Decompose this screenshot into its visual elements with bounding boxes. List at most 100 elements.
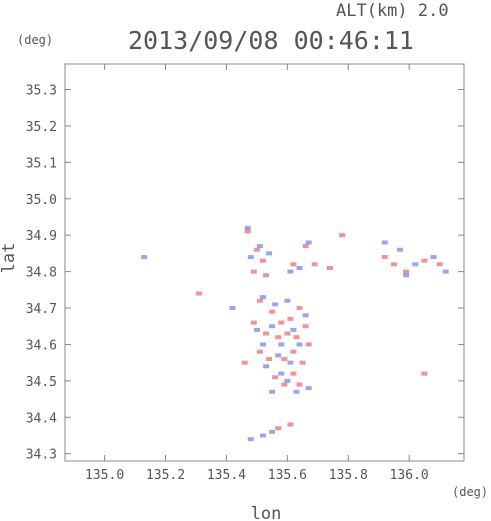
echo-point — [293, 389, 300, 394]
x-tick-label: 135.8 — [329, 468, 368, 483]
echo-point — [278, 342, 285, 347]
chart-title: 2013/09/08 00:46:11 — [128, 26, 414, 55]
echo-point — [259, 342, 266, 347]
echo-point — [442, 269, 449, 274]
x-tick-label: 136.0 — [390, 468, 429, 483]
y-axis: 34.3 34.4 34.5 34.6 34.7 34.8 34.9 35.0 35.1 35.2… — [26, 83, 464, 463]
echo-point — [305, 240, 312, 245]
echo-point — [287, 422, 294, 427]
echo-point — [263, 273, 270, 278]
echo-point — [278, 371, 285, 376]
y-tick-label: 34.5 — [26, 375, 57, 390]
echo-point — [305, 386, 312, 391]
x-tick-label: 135.4 — [207, 468, 246, 483]
echo-point — [259, 433, 266, 438]
echo-point — [275, 353, 282, 358]
echo-point — [281, 357, 288, 362]
echo-point — [412, 262, 419, 267]
echo-point — [269, 389, 276, 394]
echo-point — [302, 244, 309, 249]
echo-point — [397, 247, 404, 252]
echo-point — [275, 335, 282, 340]
y-unit-label: (deg) — [17, 33, 53, 47]
echo-point — [381, 240, 388, 245]
echo-point — [302, 313, 309, 318]
y-tick-label: 34.4 — [26, 411, 57, 426]
echo-point — [250, 269, 257, 274]
echo-point — [293, 335, 300, 340]
echo-point — [284, 331, 291, 336]
echo-point — [430, 255, 437, 260]
echo-point — [299, 360, 306, 365]
altitude-label: ALT(km) 2.0 — [336, 1, 449, 21]
y-tick-label: 35.1 — [26, 156, 57, 171]
echo-point — [272, 302, 279, 307]
echo-point — [272, 375, 279, 380]
echo-point — [244, 229, 251, 234]
echo-point — [256, 298, 263, 303]
x-tick-label: 135.0 — [85, 468, 124, 483]
echo-point — [241, 360, 248, 365]
echo-point — [290, 262, 297, 267]
echo-point — [247, 255, 254, 260]
x-axis-label: lon — [251, 504, 282, 521]
echo-point — [296, 342, 303, 347]
echo-point — [296, 382, 303, 387]
x-axis: 135.0 135.2 135.4 135.6 135.8 136.0 — [85, 64, 429, 483]
echo-point — [244, 225, 251, 230]
echo-point — [290, 327, 297, 332]
echo-point — [284, 378, 291, 383]
echo-point — [326, 265, 333, 270]
echo-point — [284, 298, 291, 303]
echo-point — [263, 364, 270, 369]
y-axis-label: lat — [0, 243, 19, 274]
echo-point — [141, 255, 148, 260]
echo-point — [269, 309, 276, 314]
data-marks — [141, 225, 449, 442]
echo-point — [253, 247, 260, 252]
echo-point — [290, 349, 297, 354]
echo-point — [290, 371, 297, 376]
echo-point — [403, 273, 410, 278]
echo-point — [229, 306, 236, 311]
x-tick-label: 135.6 — [268, 468, 307, 483]
y-tick-label: 34.3 — [26, 448, 57, 463]
x-unit-label: (deg) — [452, 485, 488, 499]
echo-point — [302, 324, 309, 329]
echo-point — [287, 360, 294, 365]
y-tick-label: 34.8 — [26, 266, 57, 281]
echo-point — [266, 251, 273, 256]
echo-point — [250, 320, 257, 325]
echo-point — [281, 382, 288, 387]
echo-point — [403, 269, 410, 274]
y-tick-label: 35.0 — [26, 193, 57, 208]
echo-point — [278, 320, 285, 325]
echo-point — [381, 255, 388, 260]
echo-point — [269, 324, 276, 329]
echo-point — [196, 291, 203, 296]
echo-point — [436, 262, 443, 267]
echo-point — [256, 349, 263, 354]
plot-frame — [64, 63, 465, 462]
y-tick-label: 34.6 — [26, 338, 57, 353]
echo-point — [287, 269, 294, 274]
echo-point — [256, 244, 263, 249]
y-tick-label: 34.9 — [26, 229, 57, 244]
plot-area — [64, 63, 465, 462]
echo-point — [253, 327, 260, 332]
x-tick-label: 135.2 — [146, 468, 185, 483]
echo-point — [311, 262, 318, 267]
y-tick-label: 35.3 — [26, 83, 57, 98]
echo-point — [305, 342, 312, 347]
echo-point — [275, 426, 282, 431]
echo-point — [263, 331, 270, 336]
echo-point — [390, 262, 397, 267]
echo-point — [269, 429, 276, 434]
echo-point — [287, 316, 294, 321]
y-tick-label: 34.7 — [26, 302, 57, 317]
echo-point — [296, 265, 303, 270]
echo-point — [339, 233, 346, 238]
echo-point — [259, 295, 266, 300]
echo-point — [421, 258, 428, 263]
